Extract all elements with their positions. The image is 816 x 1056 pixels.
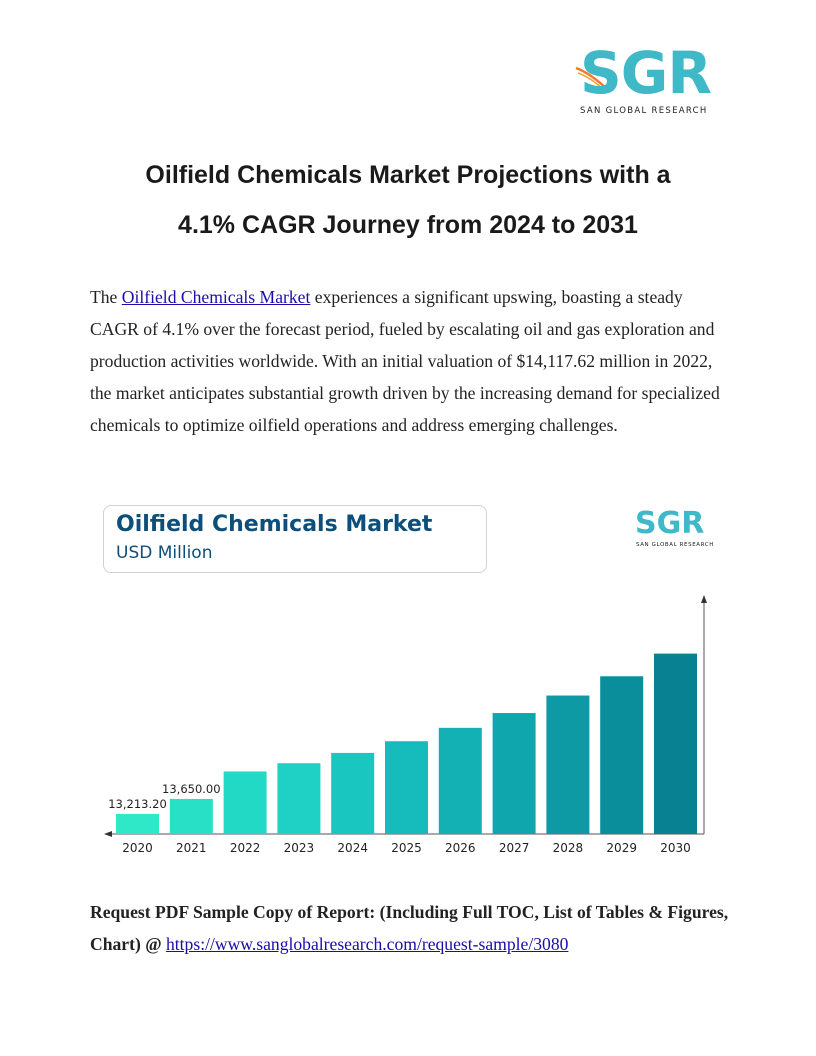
logo-letters: SGR: [580, 39, 712, 107]
title-line-2: 4.1% CAGR Journey from 2024 to 2031: [178, 211, 638, 239]
x-tick-label: 2027: [499, 841, 530, 855]
sample-request-link[interactable]: https://www.sanglobalresearch.com/reques…: [165, 934, 569, 954]
x-tick-label: 2030: [660, 841, 691, 855]
x-tick-label: 2026: [445, 841, 476, 855]
chart-logo-name: SAN GLOBAL RESEARCH: [636, 542, 714, 548]
x-tick-label: 2028: [553, 841, 584, 855]
x-tick-label: 2029: [606, 841, 637, 855]
chart-subtitle: USD Million: [116, 543, 213, 563]
bar-2020: [116, 813, 159, 834]
x-tick-label: 2025: [391, 841, 422, 855]
bar-2023: [277, 763, 321, 834]
x-tick-label: 2023: [284, 841, 315, 855]
page-title: Oilfield Chemicals Market Projections wi…: [60, 150, 756, 250]
chart-title-box: Oilfield Chemicals Market USD Million: [103, 505, 487, 573]
x-axis-arrow-icon: [104, 831, 112, 837]
data-label: 13,650.00: [162, 782, 221, 796]
chart-title: Oilfield Chemicals Market: [116, 512, 433, 537]
bar-2028: [546, 695, 590, 834]
bar-2024: [331, 752, 375, 834]
bar-2026: [438, 727, 482, 834]
x-tick-label: 2020: [122, 841, 153, 855]
market-chart: Oilfield Chemicals Market USD Million SG…: [90, 500, 730, 870]
x-tick-label: 2021: [176, 841, 207, 855]
intro-body: experiences a significant upswing, boast…: [90, 287, 720, 435]
x-tick-label: 2022: [230, 841, 261, 855]
cta-paragraph: Request PDF Sample Copy of Report: (Incl…: [90, 896, 740, 960]
chart-logo-letters: SGR: [635, 506, 705, 541]
bar-2025: [385, 741, 428, 834]
y-axis-arrow-icon: [701, 595, 707, 603]
swoosh-icon: [575, 66, 611, 93]
chart-brand-logo: SGR SAN GLOBAL RESEARCH: [635, 508, 725, 553]
bar-2022: [223, 771, 267, 834]
logo-name: SAN GLOBAL RESEARCH: [580, 106, 708, 116]
bar-2029: [600, 676, 644, 834]
cta-text: Request PDF Sample Copy of Report: (Incl…: [90, 902, 729, 954]
title-line-1: Oilfield Chemicals Market Projections wi…: [145, 161, 671, 189]
sgr-logo: SGR SAN GLOBAL RESEARCH: [575, 39, 722, 122]
bar-2030: [654, 653, 697, 834]
bar-2027: [492, 713, 536, 834]
bar-2021: [169, 798, 213, 834]
intro-paragraph: The Oilfield Chemicals Market experience…: [90, 281, 730, 441]
intro-prefix: The: [90, 287, 122, 307]
bar-chart: 2020 13,213.20 2021 13,650.00 2022 2023 2024 20…: [104, 595, 707, 855]
market-link[interactable]: Oilfield Chemicals Market: [121, 287, 311, 307]
x-tick-label: 2024: [337, 841, 368, 855]
data-label: 13,213.20: [108, 797, 167, 811]
